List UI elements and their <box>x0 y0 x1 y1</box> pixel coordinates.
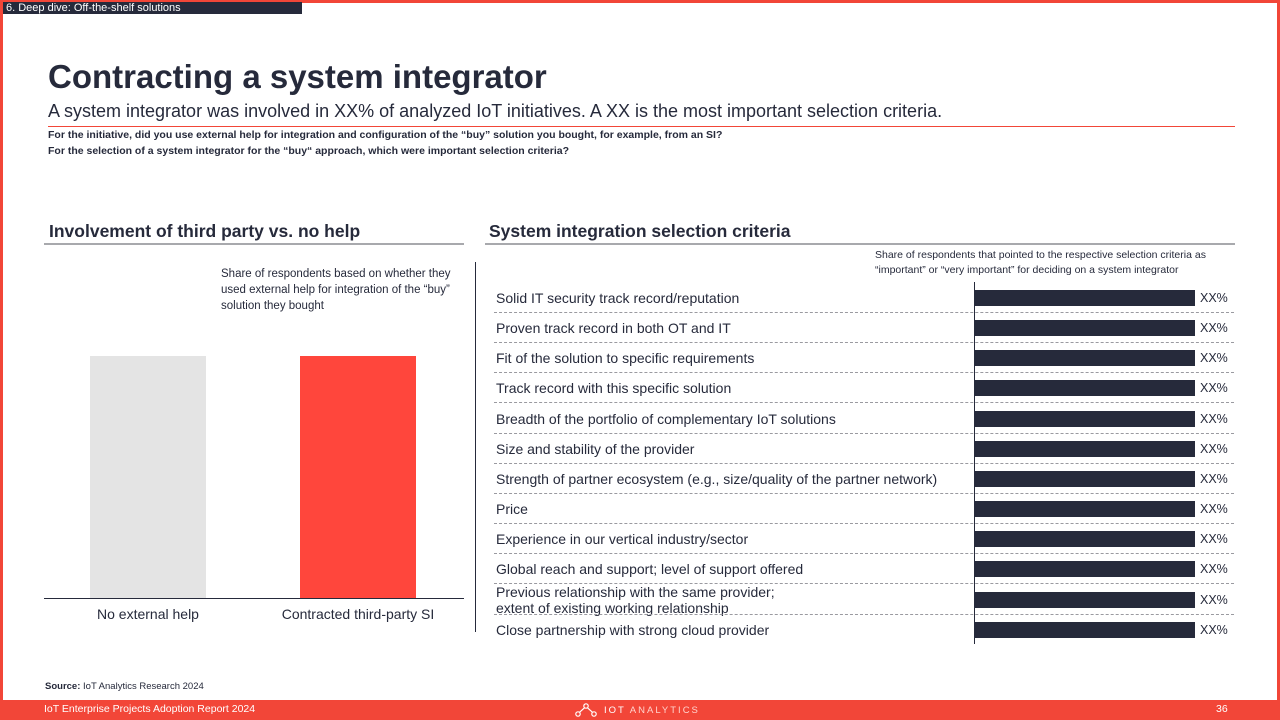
right-panel-rule <box>485 243 1235 245</box>
criteria-row: Fit of the solution to specific requirem… <box>494 343 1234 374</box>
criteria-bar <box>975 440 1195 457</box>
criteria-separator <box>494 523 1234 525</box>
criteria-label: Solid IT security track record/reputatio… <box>496 290 740 306</box>
criteria-label: Close partnership with strong cloud prov… <box>496 621 770 638</box>
criteria-row: Experience in our vertical industry/sect… <box>494 524 1234 555</box>
criteria-label: Fit of the solution to specific requirem… <box>496 350 755 367</box>
criteria-label: Previous relationship with the same prov… <box>496 583 775 616</box>
involvement-category-label: No external help <box>97 606 199 622</box>
footer-logo-text: IOT ANALYTICS <box>604 705 700 716</box>
criteria-bar <box>975 621 1195 638</box>
section-tag: 6. Deep dive: Off-the-shelf solutions <box>3 2 302 14</box>
panel-divider <box>475 262 476 632</box>
page-title: Contracting a system integrator <box>48 58 547 95</box>
page-number: 36 <box>1216 703 1228 715</box>
criteria-value-label: XX% <box>1200 592 1228 607</box>
criteria-separator <box>494 402 1234 404</box>
criteria-label: Proven track record in both OT and IT <box>496 320 731 337</box>
criteria-bar <box>975 561 1195 578</box>
footer-report-name: IoT Enterprise Projects Adoption Report … <box>44 703 256 715</box>
criteria-bar <box>975 531 1195 548</box>
criteria-row: Proven track record in both OT and IT XX% <box>494 313 1234 344</box>
criteria-separator <box>494 372 1234 374</box>
criteria-value-label: XX% <box>1200 321 1228 336</box>
involvement-bar <box>300 356 416 598</box>
criteria-value-label: XX% <box>1200 411 1228 426</box>
criteria-separator <box>494 553 1234 555</box>
criteria-label: Track record with this specific solution <box>496 380 732 397</box>
left-panel-note: Share of respondents based on whether th… <box>221 268 451 312</box>
criteria-bar <box>975 410 1195 427</box>
source-label: Source: <box>45 681 81 692</box>
left-panel-rule <box>44 243 464 245</box>
criteria-separator <box>494 432 1234 434</box>
criteria-separator <box>494 342 1234 344</box>
criteria-separator <box>494 492 1234 494</box>
criteria-label: Size and stability of the provider <box>496 440 695 457</box>
footer-logo-thin: ANALYTICS <box>629 704 700 716</box>
criteria-row: Price XX% <box>494 494 1234 525</box>
survey-question-1: For the initiative, did you use external… <box>48 129 723 141</box>
criteria-row: Breadth of the portfolio of complementar… <box>494 404 1234 434</box>
right-panel-title: System integration selection criteria <box>489 221 791 241</box>
footer-logo-bold: IOT <box>604 704 626 716</box>
involvement-bar <box>90 356 206 598</box>
source-note: Source: IoT Analytics Research 2024 <box>45 681 204 692</box>
criteria-bar <box>975 350 1195 367</box>
criteria-bar <box>975 501 1195 518</box>
criteria-label: Global reach and support; level of suppo… <box>496 561 804 578</box>
criteria-row: Close partnership with strong cloud prov… <box>494 615 1234 645</box>
criteria-axis <box>974 282 975 644</box>
criteria-bar <box>975 380 1195 397</box>
involvement-bar-chart: No external help Contracted third-party S… <box>44 356 464 622</box>
criteria-label: Breadth of the portfolio of complementar… <box>496 410 836 427</box>
involvement-category-label: Contracted third-party SI <box>282 606 435 622</box>
criteria-value-label: XX% <box>1200 351 1228 366</box>
criteria-label: Strength of partner ecosystem (e.g., siz… <box>496 470 938 487</box>
criteria-value-label: XX% <box>1200 291 1228 305</box>
footer-logo: IOT ANALYTICS <box>574 702 700 718</box>
source-text: IoT Analytics Research 2024 <box>83 681 204 692</box>
criteria-bar <box>975 320 1195 337</box>
criteria-row: Size and stability of the provider XX% <box>494 434 1234 464</box>
criteria-bar <box>975 591 1195 608</box>
criteria-value-label: XX% <box>1200 441 1228 456</box>
iot-analytics-logo-icon <box>575 703 597 717</box>
criteria-row: Strength of partner ecosystem (e.g., siz… <box>494 464 1234 494</box>
criteria-label: Price <box>496 501 528 518</box>
criteria-value-label: XX% <box>1200 562 1228 577</box>
criteria-label: Experience in our vertical industry/sect… <box>496 531 749 548</box>
criteria-value-label: XX% <box>1200 532 1228 547</box>
title-rule <box>48 126 1235 127</box>
criteria-row: Solid IT security track record/reputatio… <box>494 283 1234 313</box>
criteria-separator <box>494 583 1234 585</box>
criteria-row: Previous relationship with the same prov… <box>494 583 1234 616</box>
left-panel-title: Involvement of third party vs. no help <box>49 221 361 241</box>
criteria-separator <box>494 312 1234 313</box>
criteria-bar <box>975 290 1195 306</box>
right-panel-note: Share of respondents that pointed to the… <box>875 249 1206 276</box>
criteria-value-label: XX% <box>1200 502 1228 517</box>
criteria-row: Global reach and support; level of suppo… <box>494 554 1234 585</box>
criteria-value-label: XX% <box>1200 622 1228 637</box>
criteria-separator <box>494 613 1234 615</box>
footer-bar: IoT Enterprise Projects Adoption Report … <box>0 700 1280 720</box>
criteria-value-label: XX% <box>1200 471 1228 486</box>
criteria-value-label: XX% <box>1200 381 1228 396</box>
survey-question-2: For the selection of a system integrator… <box>48 145 570 157</box>
criteria-separator <box>494 462 1234 464</box>
criteria-bar <box>975 470 1195 487</box>
page-subtitle: A system integrator was involved in XX% … <box>48 101 943 121</box>
criteria-row: Track record with this specific solution… <box>494 373 1234 404</box>
